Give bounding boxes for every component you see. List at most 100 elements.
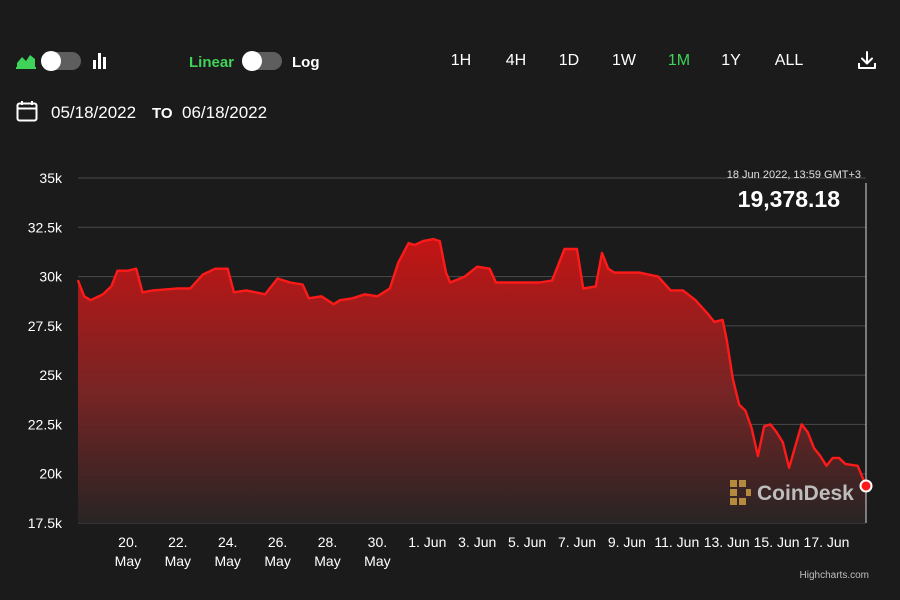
data-point xyxy=(276,277,279,280)
tooltip-value: 19,378.18 xyxy=(738,186,841,212)
data-point xyxy=(682,289,684,292)
x-tick-label: 17. Jun xyxy=(804,534,850,550)
data-point xyxy=(135,267,137,270)
range-1h-button[interactable]: 1H xyxy=(450,52,472,69)
log-scale-label[interactable]: Log xyxy=(292,54,320,71)
data-point xyxy=(320,295,323,298)
x-tick-label: May xyxy=(364,553,390,569)
x-tick-label: 24. xyxy=(218,534,237,550)
data-point xyxy=(782,441,784,444)
calendar-icon[interactable] xyxy=(16,100,38,122)
data-point xyxy=(102,293,104,296)
data-point xyxy=(463,275,466,278)
data-point xyxy=(563,248,566,250)
data-point xyxy=(794,445,797,447)
coindesk-watermark: CoinDesk xyxy=(730,480,854,505)
bar-chart-icon[interactable] xyxy=(92,52,108,69)
data-point xyxy=(607,267,609,270)
price-chart: 17.5k 20k 22.5k 25k 27.5k 30k 32.5k 35k CoinDes… xyxy=(28,169,873,569)
highcharts-credit[interactable]: Highcharts.com xyxy=(799,570,869,581)
data-point xyxy=(488,267,491,270)
data-point xyxy=(763,425,765,428)
data-points xyxy=(77,238,867,487)
data-point xyxy=(775,431,778,434)
chart-type-toggle[interactable] xyxy=(41,51,81,71)
data-point xyxy=(669,289,672,292)
data-point xyxy=(177,287,179,290)
data-point xyxy=(202,273,204,276)
data-point xyxy=(376,295,379,298)
x-tick-label: 22. xyxy=(168,534,187,550)
data-point xyxy=(397,262,400,264)
data-point xyxy=(332,303,335,305)
y-tick-label: 20k xyxy=(39,466,63,482)
data-point xyxy=(582,287,584,290)
data-point xyxy=(422,240,424,242)
last-price-marker[interactable] xyxy=(859,479,873,493)
data-point xyxy=(838,457,840,459)
range-1d-button[interactable]: 1D xyxy=(558,52,580,69)
scale-toggle-knob xyxy=(242,51,262,71)
y-tick-label: 27.5k xyxy=(28,318,63,334)
data-point xyxy=(189,287,192,290)
price-area xyxy=(78,239,866,523)
data-point xyxy=(407,242,410,244)
x-tick-label: May xyxy=(115,553,141,569)
y-tick-label: 32.5k xyxy=(28,219,63,235)
download-icon[interactable] xyxy=(857,50,877,70)
scale-toggle[interactable] xyxy=(242,51,282,71)
y-tick-label: 35k xyxy=(39,170,63,186)
x-tick-label: 5. Jun xyxy=(508,534,546,550)
x-tick-label: May xyxy=(214,553,240,569)
range-1w-button[interactable]: 1W xyxy=(612,52,636,69)
data-point xyxy=(89,299,92,301)
data-point xyxy=(432,238,435,240)
data-point xyxy=(495,281,497,284)
range-1m-button[interactable]: 1M xyxy=(667,52,691,69)
data-point xyxy=(744,409,747,412)
x-tick-label: 3. Jun xyxy=(458,534,496,550)
data-point xyxy=(638,271,641,274)
x-tick-label: 15. Jun xyxy=(754,534,800,550)
x-tick-label: 7. Jun xyxy=(558,534,596,550)
y-axis: 17.5k 20k 22.5k 25k 27.5k 30k 32.5k 35k xyxy=(28,170,63,531)
range-1y-button[interactable]: 1Y xyxy=(721,52,741,69)
data-point xyxy=(289,281,291,284)
linear-scale-label[interactable]: Linear xyxy=(189,54,235,71)
data-point xyxy=(813,447,815,449)
date-from[interactable]: 05/18/2022 xyxy=(51,103,137,122)
data-point xyxy=(738,403,740,406)
x-tick-label: 11. Jun xyxy=(654,534,699,550)
x-tick-label: 9. Jun xyxy=(608,534,646,550)
data-point xyxy=(339,299,341,301)
data-point xyxy=(825,465,828,467)
data-point xyxy=(77,279,79,282)
range-4h-button[interactable]: 4H xyxy=(505,52,527,69)
data-point xyxy=(116,269,119,272)
data-point xyxy=(769,423,772,426)
chart-toolbar: Linear Log 1H 4H 1D 1W 1M 1Y ALL xyxy=(0,0,900,90)
x-tick-label: 1. Jun xyxy=(408,534,446,550)
range-all-button[interactable]: ALL xyxy=(774,52,804,69)
data-point xyxy=(233,291,235,294)
y-tick-label: 17.5k xyxy=(28,515,63,531)
data-point xyxy=(800,423,803,426)
x-tick-label: 26. xyxy=(268,534,287,550)
data-point xyxy=(713,321,715,323)
data-point xyxy=(351,297,354,300)
data-point xyxy=(152,289,154,292)
data-point xyxy=(214,267,216,270)
data-point xyxy=(757,455,759,457)
date-to[interactable]: 06/18/2022 xyxy=(182,103,268,122)
data-point xyxy=(657,275,659,278)
data-point xyxy=(788,467,790,469)
x-tick-label: May xyxy=(264,553,290,569)
data-point xyxy=(844,463,846,465)
area-chart-icon[interactable] xyxy=(16,51,36,69)
data-point xyxy=(439,240,441,242)
data-point xyxy=(476,265,479,268)
date-to-word: TO xyxy=(152,105,173,122)
x-tick-label: 20. xyxy=(118,534,137,550)
x-tick-label: 28. xyxy=(318,534,337,550)
y-tick-label: 30k xyxy=(39,269,63,285)
